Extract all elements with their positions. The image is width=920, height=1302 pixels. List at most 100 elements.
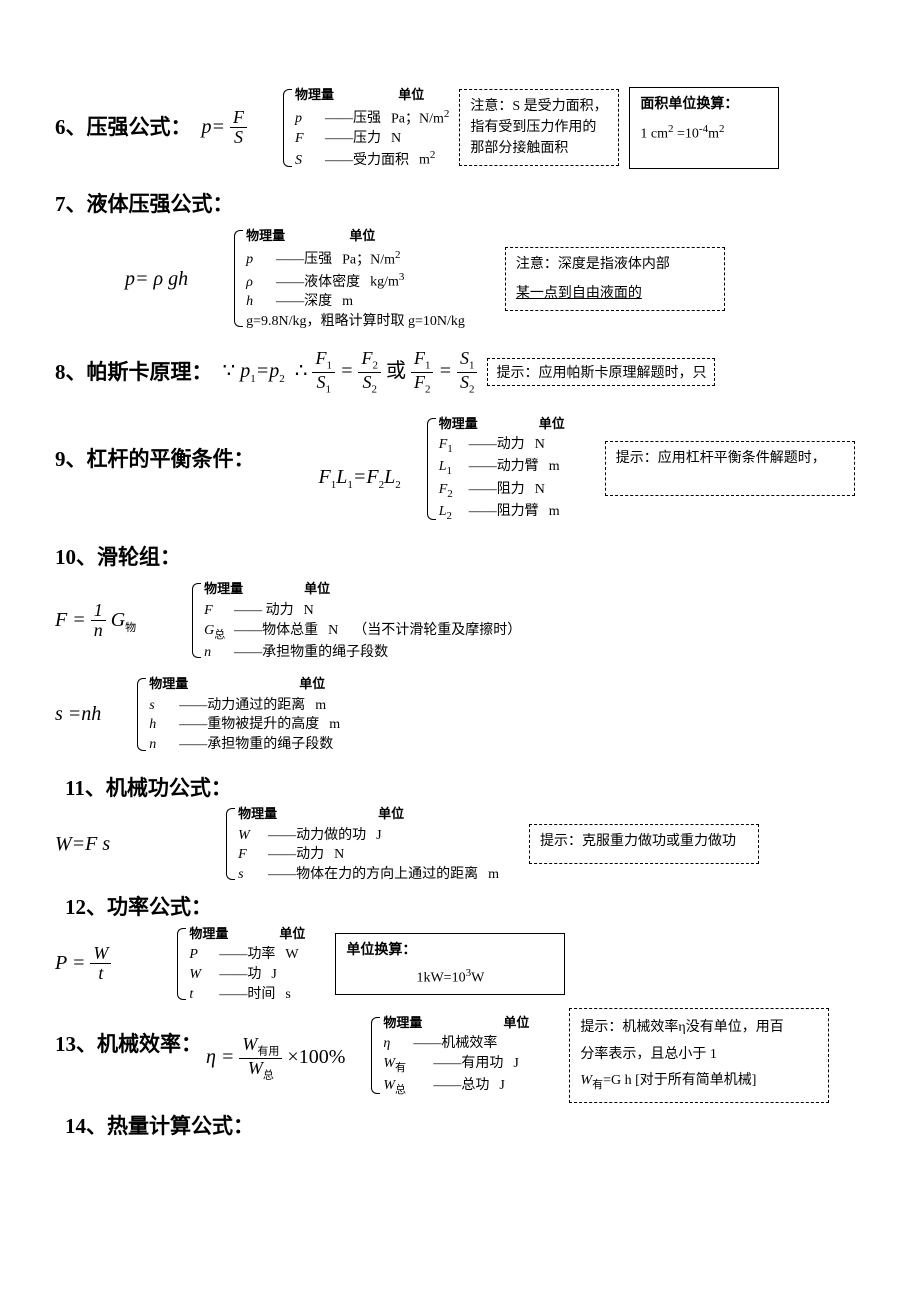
qt: W xyxy=(383,1056,395,1071)
ss: 1 xyxy=(325,384,331,396)
d: ——阻力臂 xyxy=(469,502,539,522)
d: ——阻力 xyxy=(469,480,525,500)
s: 有用 xyxy=(257,1046,279,1058)
d: ——承担物重的绳子段数 xyxy=(179,735,333,755)
t2: =10 xyxy=(674,126,699,141)
brace-13-row-0: η——机械效率 xyxy=(383,1034,529,1054)
bh-u: 单位 xyxy=(539,416,565,431)
q: F xyxy=(295,129,325,149)
u-s: 2 xyxy=(444,108,450,120)
section-6-pressure: 6、压强公式： p= F S 物理量 单位 p——压强Pa；N/m2 F——压力… xyxy=(55,85,880,171)
f: F xyxy=(315,348,326,368)
l1: 提示：机械效率η没有单位，用百 xyxy=(580,1015,818,1042)
brace-10-2-row-1: h——重物被提升的高度m xyxy=(149,715,340,735)
l3: W有=G h [对于所有简单机械] xyxy=(580,1068,818,1096)
formula-6: p= F S xyxy=(202,108,248,149)
brace-13: 物理量单位 η——机械效率 W有——有用功J W总——总功J xyxy=(365,1013,529,1098)
s2b: 2 xyxy=(395,479,401,491)
d: ——动力 xyxy=(469,435,525,455)
note-7-l1: 注意：深度是指液体内部 xyxy=(516,254,714,275)
brace-7: 物理量 单位 p——压强Pa；N/m2 ρ——液体密度kg/m3 h——深度m … xyxy=(228,226,465,331)
d: ——承担物重的绳子段数 xyxy=(234,643,388,663)
bh-q: 物理量 xyxy=(439,414,539,434)
brace-7-g: g=9.8N/kg，粗略计算时取 g=10N/kg xyxy=(246,312,465,332)
frac-8-1: F 1S1 xyxy=(312,349,335,395)
d: ——动力做的功 xyxy=(268,826,366,846)
s: S xyxy=(460,348,469,368)
eq: = xyxy=(216,1046,240,1068)
section-12-power: 12、功率公式： P = Wt 物理量单位 P——功率W W——功J t——时间… xyxy=(55,892,880,1004)
d: ——总功 xyxy=(433,1076,489,1096)
d: ——动力通过的距离 xyxy=(179,696,305,716)
u: J xyxy=(499,1076,504,1096)
brace-12-row-1: W——功J xyxy=(189,965,305,985)
d: S2 xyxy=(457,373,478,396)
brace-11-header: 物理量单位 xyxy=(238,804,499,824)
d: ——深度 xyxy=(276,292,332,312)
brace-13-row-1: W有——有用功J xyxy=(383,1054,529,1076)
qs: 有 xyxy=(395,1062,406,1074)
ss: 2 xyxy=(371,384,377,396)
formula-10-1: F = 1n G物 xyxy=(55,601,136,642)
note-6-2-title: 面积单位换算： xyxy=(640,94,768,115)
u: m xyxy=(342,292,353,312)
d: S1 xyxy=(312,373,335,396)
s: 有 xyxy=(592,1079,603,1091)
q: s xyxy=(238,865,268,885)
note-7: 注意：深度是指液体内部 某一点到自由液面的 xyxy=(505,247,725,311)
section-9-lever: 9、杠杆的平衡条件： F1L1=F2L2 物理量单位 F1——动力N L1——动… xyxy=(55,414,880,524)
note-6-2: 面积单位换算： 1 cm2 =10-4m2 xyxy=(629,87,779,169)
section-8-pascal: 8、帕斯卡原理： ∵ p1=p2 ∴ F1S1 = F2S2 或 F1F2 = … xyxy=(55,349,880,395)
u: N xyxy=(304,601,314,621)
or: 或 xyxy=(386,360,406,382)
brace-6-header: 物理量 单位 xyxy=(295,85,449,105)
s3: 2 xyxy=(719,123,725,135)
p2: p xyxy=(269,360,279,382)
brace-12-row-2: t——时间s xyxy=(189,985,305,1005)
u: J xyxy=(271,965,276,985)
q: G总 xyxy=(204,621,234,643)
note-6-1-l2: 指有受到压力作用的 xyxy=(470,117,608,138)
frac-8-4: S1S2 xyxy=(457,349,478,395)
sub: 物 xyxy=(125,621,136,633)
n: 1 xyxy=(91,601,106,622)
lhs: P = xyxy=(55,952,90,974)
bh-u: 单位 xyxy=(349,228,375,243)
brace-10-1-row-2: n——承担物重的绳子段数 xyxy=(204,643,521,663)
formula-10-2: s =nh xyxy=(55,699,101,729)
d: ——物体总重 xyxy=(234,621,318,641)
bh-q: 物理量 xyxy=(246,226,346,246)
qt: G xyxy=(204,623,214,638)
because: ∵ xyxy=(223,360,236,382)
brace-7-row-0: p——压强Pa；N/m2 xyxy=(246,248,465,270)
s2: 2 xyxy=(279,373,285,385)
q: L2 xyxy=(439,502,469,524)
q: n xyxy=(149,735,179,755)
q: F xyxy=(238,845,268,865)
d: ——压力 xyxy=(325,129,381,149)
qs: 1 xyxy=(446,465,452,477)
bh-u: 单位 xyxy=(398,87,424,102)
u: N xyxy=(334,845,344,865)
u: N xyxy=(391,129,401,149)
q: L1 xyxy=(439,457,469,479)
d: ——物体在力的方向上通过的距离 xyxy=(268,865,478,885)
formula-11: W=F s xyxy=(55,829,110,859)
brace-12: 物理量单位 P——功率W W——功J t——时间s xyxy=(171,924,305,1004)
u: m2 xyxy=(419,148,435,170)
d: ——受力面积 xyxy=(325,151,409,171)
n: S1 xyxy=(457,349,478,373)
d: ——压强 xyxy=(325,109,381,129)
note-12-body: 1kW=103W xyxy=(346,965,554,989)
q: F2 xyxy=(439,480,469,502)
u: N xyxy=(535,435,545,455)
t3: m xyxy=(708,126,719,141)
heading-12: 12、功率公式： xyxy=(65,892,212,924)
u: s xyxy=(285,985,290,1005)
ut: kg/m xyxy=(370,275,399,290)
note-6-1-l1: 注意：S 是受力面积， xyxy=(470,96,608,117)
q: W xyxy=(238,826,268,846)
d: W总 xyxy=(239,1059,282,1082)
frac-12: Wt xyxy=(90,944,111,985)
brace-10-2: 物理量单位 s——动力通过的距离m h——重物被提升的高度m n——承担物重的绳… xyxy=(131,674,340,754)
